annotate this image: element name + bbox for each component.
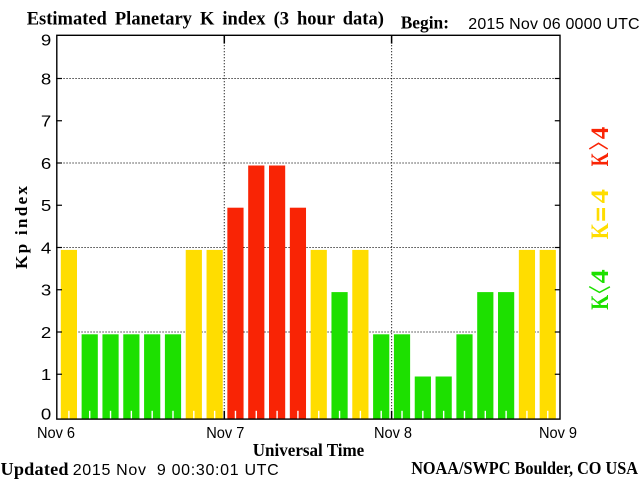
- svg-text:5: 5: [41, 198, 52, 215]
- svg-text:Nov 7: Nov 7: [206, 425, 244, 442]
- svg-text:Nov 8: Nov 8: [374, 425, 412, 442]
- svg-text:Nov 9: Nov 9: [539, 425, 577, 442]
- svg-text:K: K: [587, 152, 614, 166]
- svg-text:2015 Nov 9 00:30:01 UTC: 2015 Nov 9 00:30:01 UTC: [73, 462, 279, 479]
- svg-text:Kp index: Kp index: [12, 186, 31, 269]
- svg-text:4: 4: [587, 188, 614, 203]
- svg-text:NOAA/SWPC Boulder, CO USA: NOAA/SWPC Boulder, CO USA: [411, 458, 639, 478]
- svg-text:7: 7: [41, 114, 52, 131]
- svg-text:Updated: Updated: [1, 459, 69, 479]
- svg-text:1: 1: [41, 367, 52, 384]
- svg-text:Begin:: Begin:: [401, 13, 449, 33]
- svg-text:2: 2: [41, 325, 52, 342]
- svg-text:0: 0: [41, 407, 52, 424]
- svg-text:Estimated Planetary K index (3: Estimated Planetary K index (3 hour data…: [27, 10, 384, 30]
- svg-text:9: 9: [41, 33, 52, 50]
- svg-text:Universal Time: Universal Time: [253, 440, 365, 460]
- svg-text:2015 Nov 06 0000 UTC: 2015 Nov 06 0000 UTC: [468, 16, 639, 33]
- svg-text:4: 4: [587, 269, 614, 284]
- svg-text:K: K: [587, 223, 614, 239]
- svg-text:Nov 6: Nov 6: [37, 425, 75, 442]
- svg-text:3: 3: [41, 283, 52, 300]
- svg-text:4: 4: [41, 240, 52, 257]
- svg-text:8: 8: [41, 71, 52, 88]
- svg-text:K: K: [587, 294, 614, 309]
- svg-text:4: 4: [587, 126, 614, 139]
- svg-text:6: 6: [41, 156, 52, 173]
